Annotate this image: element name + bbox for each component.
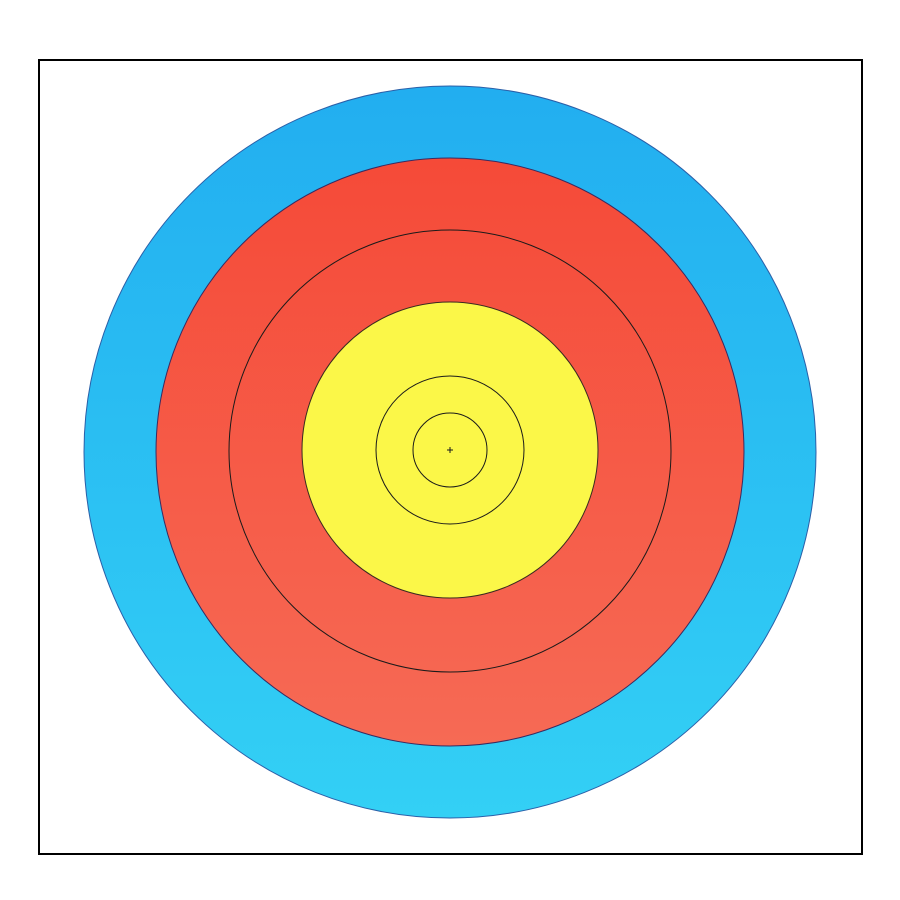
- ring-red-inner-line: [228, 229, 672, 673]
- center-cross-icon: [447, 447, 453, 453]
- ring-center-line: [412, 412, 488, 488]
- ring-yellow-inner-line: [375, 375, 525, 525]
